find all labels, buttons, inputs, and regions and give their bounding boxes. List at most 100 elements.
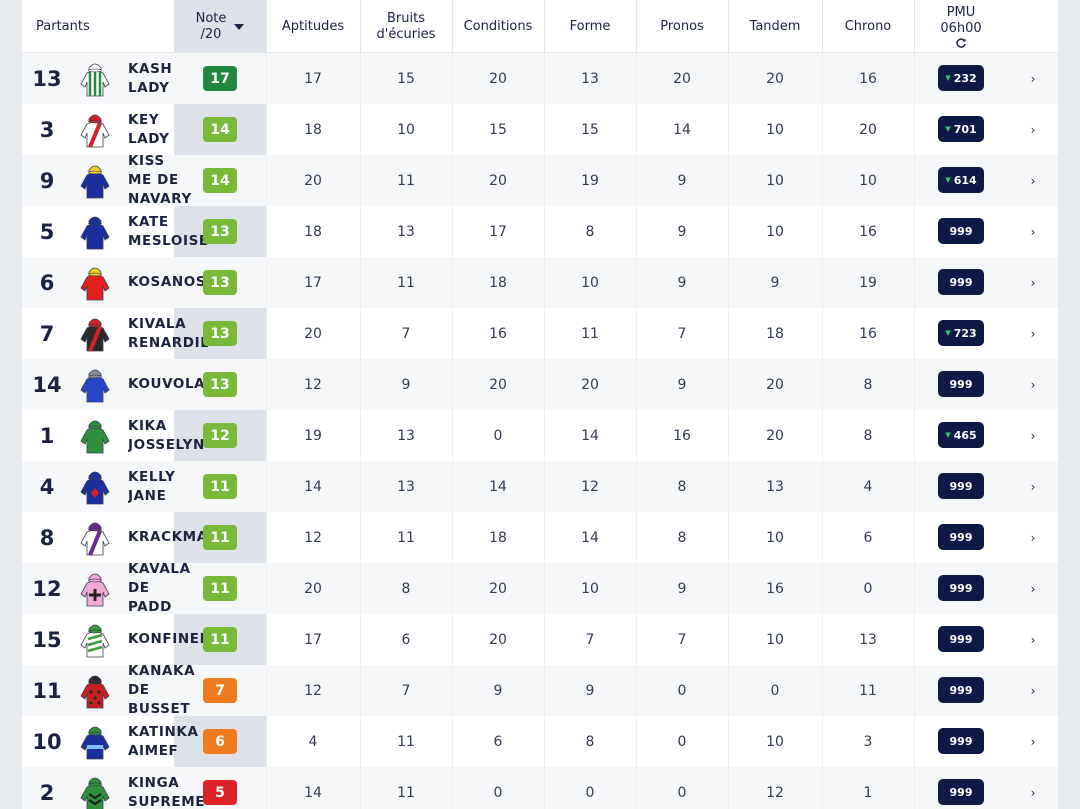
horse-name[interactable]: KOSANOST bbox=[128, 274, 208, 290]
score-cell: 18 bbox=[766, 325, 784, 342]
horse-name[interactable]: KATINKA AIMEF bbox=[128, 723, 199, 759]
score-cell: 9 bbox=[585, 682, 595, 699]
header-note[interactable]: Note /20 bbox=[174, 0, 266, 53]
table-row[interactable]: 14 KOUVOLA 13 12 9 20 20 9 20 8 999 › bbox=[22, 359, 1058, 410]
column-divider bbox=[728, 53, 729, 809]
horse-name[interactable]: KAVALA DE PADD bbox=[128, 563, 191, 614]
table-row[interactable]: 9 KISS ME DE NAVARY 14 20 11 20 19 9 10 10 ▼ 614 › bbox=[22, 155, 1058, 206]
table-row[interactable]: 3 KEY LADY 14 18 10 15 15 14 10 20 ▼ 701 › bbox=[22, 104, 1058, 155]
chevron-right-icon[interactable]: › bbox=[1030, 275, 1036, 290]
horse-name[interactable]: KISS ME DE NAVARY bbox=[128, 155, 192, 206]
score-cell: 0 bbox=[493, 427, 503, 444]
pmu-odds-badge[interactable]: ▼ 614 bbox=[938, 167, 984, 193]
horse-name[interactable]: KANAKA DE BUSSET bbox=[128, 665, 196, 716]
refresh-icon[interactable] bbox=[955, 37, 967, 49]
chevron-right-icon[interactable]: › bbox=[1030, 377, 1036, 392]
horse-name[interactable]: KOUVOLA bbox=[128, 376, 206, 392]
header-col-0[interactable]: Aptitudes bbox=[281, 18, 345, 34]
score-cell: 20 bbox=[489, 70, 507, 87]
table-header: Partants Note /20 Aptitudes Bruits d'écur… bbox=[22, 0, 1058, 53]
score-cell: 10 bbox=[397, 121, 415, 138]
score-cell: 9 bbox=[770, 274, 780, 291]
horse-name[interactable]: KEY LADY bbox=[128, 111, 170, 147]
pmu-odds-badge[interactable]: 999 bbox=[938, 473, 984, 499]
table-row[interactable]: 4 KELLY JANE 11 14 13 14 12 8 13 4 999 › bbox=[22, 461, 1058, 512]
score-cell: 4 bbox=[863, 478, 873, 495]
chevron-right-icon[interactable]: › bbox=[1030, 173, 1036, 188]
runner-number: 9 bbox=[39, 168, 55, 193]
chevron-right-icon[interactable]: › bbox=[1030, 683, 1036, 698]
pmu-odds-value: 999 bbox=[949, 632, 973, 646]
score-cell: 7 bbox=[401, 682, 411, 699]
pmu-odds-badge[interactable]: ▼ 723 bbox=[938, 320, 984, 346]
horse-name[interactable]: KIVALA RENARDIER bbox=[128, 315, 208, 351]
pmu-odds-value: 999 bbox=[949, 683, 973, 697]
chevron-right-icon[interactable]: › bbox=[1030, 122, 1036, 137]
header-col-3[interactable]: Forme bbox=[569, 18, 611, 34]
pmu-odds-badge[interactable]: 999 bbox=[938, 626, 984, 652]
score-cell: 17 bbox=[304, 631, 322, 648]
chevron-right-icon[interactable]: › bbox=[1030, 632, 1036, 647]
score-cell: 18 bbox=[489, 274, 507, 291]
score-cell: 13 bbox=[397, 223, 415, 240]
chevron-right-icon[interactable]: › bbox=[1030, 479, 1036, 494]
horse-name[interactable]: KASH LADY bbox=[128, 60, 173, 96]
pmu-odds-badge[interactable]: 999 bbox=[938, 218, 984, 244]
score-cell: 14 bbox=[304, 478, 322, 495]
chevron-right-icon[interactable]: › bbox=[1030, 71, 1036, 86]
score-cell: 17 bbox=[304, 70, 322, 87]
horse-name[interactable]: KIKA JOSSELYN bbox=[128, 417, 205, 453]
horse-name[interactable]: KRACKMA bbox=[128, 529, 208, 545]
header-col-2[interactable]: Conditions bbox=[463, 18, 533, 34]
jockey-silk-icon bbox=[78, 468, 112, 506]
score-cell: 9 bbox=[677, 274, 687, 291]
chevron-right-icon[interactable]: › bbox=[1030, 428, 1036, 443]
table-row[interactable]: 6 KOSANOST 13 17 11 18 10 9 9 19 999 › bbox=[22, 257, 1058, 308]
pmu-odds-badge[interactable]: ▼ 232 bbox=[938, 65, 984, 91]
header-col-4[interactable]: Pronos bbox=[660, 18, 704, 34]
table-row[interactable]: 7 KIVALA RENARDIER13 20 7 16 11 7 18 16 ▼723 › bbox=[22, 308, 1058, 359]
table-row[interactable]: 8 KRACKMA 11 12 11 18 14 8 10 6 999 › bbox=[22, 512, 1058, 563]
table-row[interactable]: 11 KANAKA DE BUSSET 7 12 7 9 9 0 0 11 999 › bbox=[22, 665, 1058, 716]
pmu-odds-badge[interactable]: 999 bbox=[938, 371, 984, 397]
pmu-odds-badge[interactable]: 999 bbox=[938, 269, 984, 295]
caret-down-icon[interactable] bbox=[234, 23, 245, 30]
pmu-odds-badge[interactable]: 999 bbox=[938, 677, 984, 703]
jockey-silk-icon bbox=[78, 366, 112, 404]
header-col-6[interactable]: Chrono bbox=[844, 18, 892, 34]
chevron-right-icon[interactable]: › bbox=[1030, 224, 1036, 239]
score-cell: 20 bbox=[489, 376, 507, 393]
pmu-odds-badge[interactable]: ▼ 701 bbox=[938, 116, 984, 142]
table-row[interactable]: 5 KATE MESLOISE 13 18 13 17 8 9 10 16 999 › bbox=[22, 206, 1058, 257]
table-row[interactable]: 13 KASH LADY 17 17 15 20 13 20 20 16 ▼ 232 › bbox=[22, 53, 1058, 104]
pmu-odds-badge[interactable]: ▼ 465 bbox=[938, 422, 984, 448]
pmu-odds-badge[interactable]: 999 bbox=[938, 524, 984, 550]
runner-number: 14 bbox=[32, 372, 62, 397]
pmu-odds-badge[interactable]: 999 bbox=[938, 779, 984, 805]
score-cell: 17 bbox=[489, 223, 507, 240]
table-row[interactable]: 15 KONFINEE 11 17 6 20 7 7 10 13 999 › bbox=[22, 614, 1058, 665]
score-cell: 6 bbox=[863, 529, 873, 546]
pmu-odds-badge[interactable]: 999 bbox=[938, 575, 984, 601]
note-badge: 13 bbox=[203, 372, 237, 397]
score-cell: 16 bbox=[859, 325, 877, 342]
table-row[interactable]: 1 KIKA JOSSELYN 12 19 13 0 14 16 20 8 ▼ 465 › bbox=[22, 410, 1058, 461]
chevron-right-icon[interactable]: › bbox=[1030, 530, 1036, 545]
header-partants[interactable]: Partants bbox=[36, 18, 90, 34]
header-pmu[interactable]: PMU 06h00 bbox=[914, 0, 1008, 53]
pmu-odds-value: 999 bbox=[949, 479, 973, 493]
chevron-right-icon[interactable]: › bbox=[1030, 785, 1036, 800]
header-col-1[interactable]: Bruits d'écuries bbox=[376, 10, 436, 42]
horse-name[interactable]: KATE MESLOISE bbox=[128, 213, 208, 249]
chevron-right-icon[interactable]: › bbox=[1030, 581, 1036, 596]
table-row[interactable]: 12 KAVALA DE PADD 11 20 8 20 10 9 16 0 999 › bbox=[22, 563, 1058, 614]
chevron-right-icon[interactable]: › bbox=[1030, 734, 1036, 749]
pmu-odds-badge[interactable]: 999 bbox=[938, 728, 984, 754]
horse-name[interactable]: KINGA SUPREME bbox=[128, 774, 206, 809]
horse-name[interactable]: KELLY JANE bbox=[128, 468, 176, 504]
header-col-5[interactable]: Tandem bbox=[749, 18, 801, 34]
table-row[interactable]: 10 KATINKA AIMEF 6 4 11 6 8 0 10 3 999 › bbox=[22, 716, 1058, 767]
chevron-right-icon[interactable]: › bbox=[1030, 326, 1036, 341]
horse-name[interactable]: KONFINEE bbox=[128, 631, 208, 647]
table-row[interactable]: 2 KINGA SUPREME 5 14 11 0 0 0 12 1 999 › bbox=[22, 767, 1058, 809]
